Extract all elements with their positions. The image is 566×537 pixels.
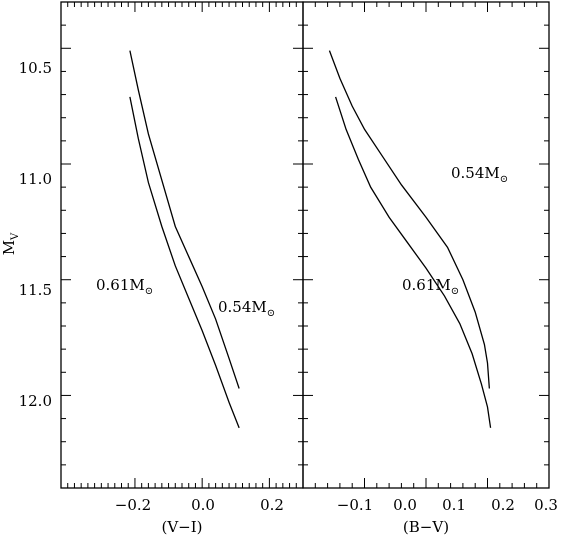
y-tick-label-11.0: 11.0 xyxy=(19,170,52,188)
vi-series-label-054-main: 0.54M xyxy=(218,298,267,316)
vi-series-054-line xyxy=(129,50,240,389)
vi-tick-label-neg0.2: −0.2 xyxy=(115,496,151,514)
vi-series-label-054: 0.54M⊙ xyxy=(218,298,275,319)
bv-tick-label-neg0.1: −0.1 xyxy=(337,496,373,514)
vi-frame xyxy=(60,1,304,489)
vi-series-label-061-main: 0.61M xyxy=(96,276,145,294)
bv-tick-label-0.2: 0.2 xyxy=(491,496,515,514)
vi-series-061-line xyxy=(129,96,240,429)
y-tick-label-11.5: 11.5 xyxy=(19,281,52,299)
vi-panel xyxy=(60,1,304,489)
bv-series-label-054-main: 0.54M xyxy=(451,164,500,182)
bv-tick-label-0.0: 0.0 xyxy=(393,496,417,514)
bv-x-axis-label: (B−V) xyxy=(403,518,449,536)
bv-series-label-054-sun: ⊙ xyxy=(500,174,508,185)
y-axis-label: MV xyxy=(0,232,21,255)
bv-series-054-line xyxy=(328,50,490,389)
bv-series-061-line xyxy=(334,96,492,428)
bv-panel xyxy=(302,1,550,489)
y-axis-label-main: M xyxy=(0,240,18,255)
bv-series-label-061-sun: ⊙ xyxy=(451,286,459,297)
bv-tick-label-0.1: 0.1 xyxy=(442,496,466,514)
bv-frame xyxy=(302,1,550,489)
bv-series-label-061: 0.61M⊙ xyxy=(402,276,459,297)
vi-tick-label-0.2: 0.2 xyxy=(260,496,284,514)
vi-tick-label-0.0: 0.0 xyxy=(191,496,215,514)
y-tick-label-12.0: 12.0 xyxy=(19,392,52,410)
vi-series-label-061: 0.61M⊙ xyxy=(96,276,153,297)
y-tick-label-10.5: 10.5 xyxy=(19,59,52,77)
vi-x-axis-label: (V−I) xyxy=(161,518,202,536)
vi-series-label-054-sun: ⊙ xyxy=(267,308,275,319)
y-axis-label-sub: V xyxy=(10,232,21,241)
vi-series-label-061-sun: ⊙ xyxy=(145,286,153,297)
bv-tick-label-0.3: 0.3 xyxy=(534,496,558,514)
bv-series-label-054: 0.54M⊙ xyxy=(451,164,508,185)
bv-series-label-061-main: 0.61M xyxy=(402,276,451,294)
